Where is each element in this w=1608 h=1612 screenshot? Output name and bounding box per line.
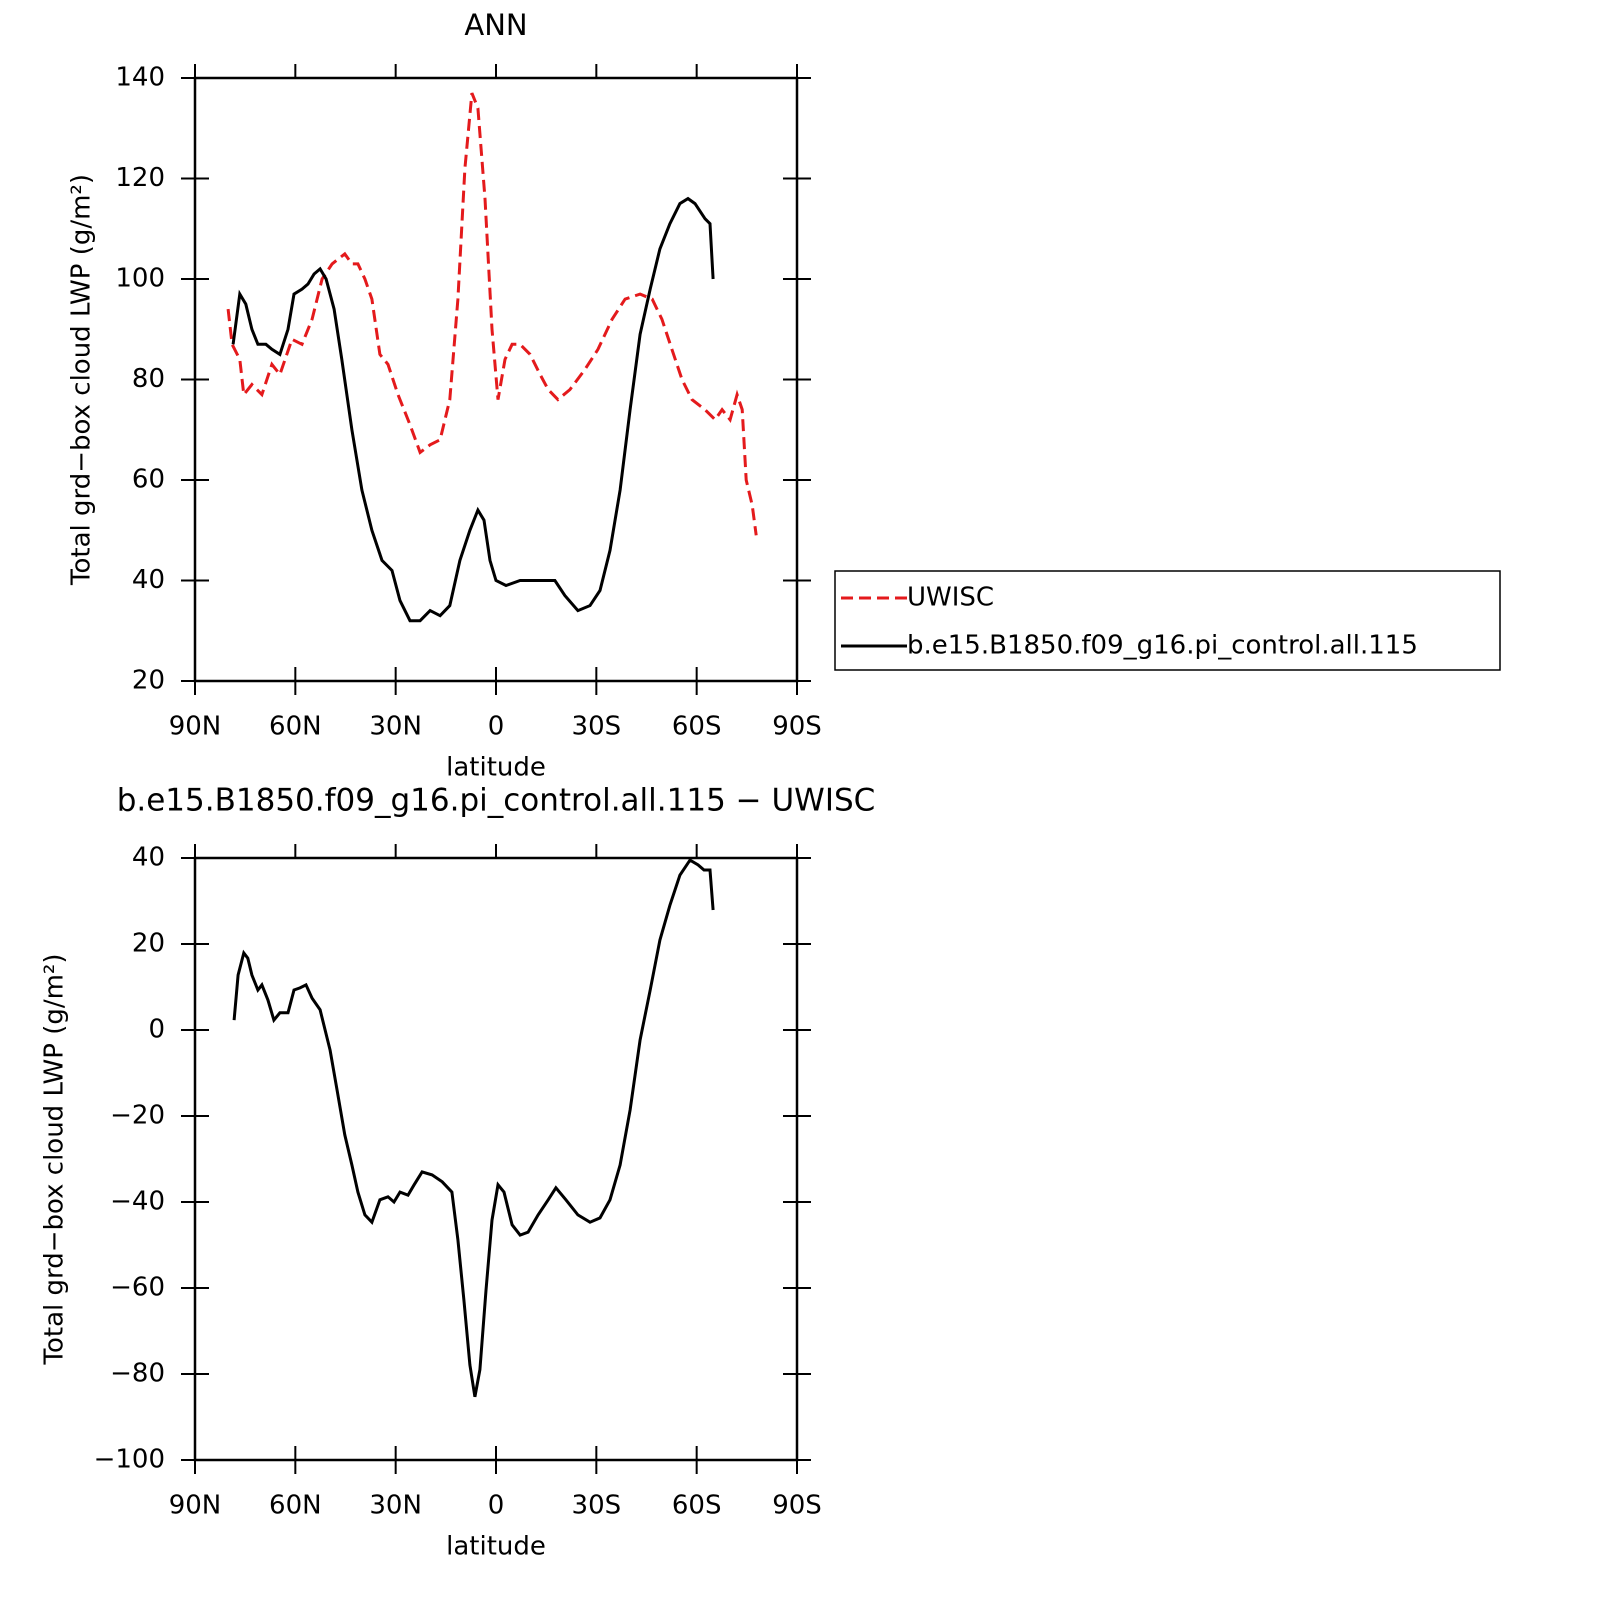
x-tick-label: 30N (369, 712, 422, 742)
y-tick-label: 20 (132, 929, 165, 959)
chart-title: b.e15.B1850.f09_g16.pi_control.all.115 −… (117, 783, 876, 819)
legend-label: UWISC (907, 583, 994, 613)
x-tick-label: 90N (169, 1491, 222, 1521)
y-tick-label: −20 (110, 1101, 165, 1131)
data-line (226, 92, 758, 536)
x-tick-label: 90N (169, 712, 222, 742)
data-line (232, 858, 715, 1398)
y-tick-label: 100 (115, 264, 165, 294)
y-axis-label: Total grd−box cloud LWP (g/m²) (40, 954, 70, 1366)
y-tick-label: 80 (132, 364, 165, 394)
x-tick-label: 60N (269, 712, 322, 742)
y-tick-label: −40 (110, 1187, 165, 1217)
plot-frame (193, 76, 799, 683)
x-tick-label: 60N (269, 1491, 322, 1521)
x-tick-label: 0 (488, 712, 505, 742)
plot-frame (193, 856, 799, 1462)
y-tick-label: 120 (115, 163, 165, 193)
x-tick-label: 90S (772, 712, 822, 742)
x-tick-label: 60S (672, 712, 722, 742)
x-tick-label: 90S (772, 1491, 822, 1521)
y-tick-label: 140 (115, 63, 165, 93)
legend-box (834, 570, 1501, 671)
y-tick-label: 60 (132, 465, 165, 495)
x-axis-label: latitude (446, 753, 546, 783)
x-tick-label: 60S (672, 1491, 722, 1521)
y-tick-label: −60 (110, 1273, 165, 1303)
x-tick-label: 30S (572, 712, 622, 742)
y-tick-label: 20 (132, 666, 165, 696)
x-tick-label: 30N (369, 1491, 422, 1521)
y-tick-label: 40 (132, 843, 165, 873)
x-axis-label: latitude (446, 1532, 546, 1562)
y-axis-label: Total grd−box cloud LWP (g/m²) (67, 174, 97, 586)
y-tick-label: −80 (110, 1359, 165, 1389)
y-tick-label: 0 (148, 1015, 165, 1045)
y-tick-label: −100 (94, 1445, 165, 1475)
data-line (231, 196, 715, 623)
x-tick-label: 30S (572, 1491, 622, 1521)
y-tick-label: 40 (132, 565, 165, 595)
x-tick-label: 0 (488, 1491, 505, 1521)
chart-title: ANN (464, 8, 527, 42)
legend-label: b.e15.B1850.f09_g16.pi_control.all.115 (907, 631, 1418, 661)
